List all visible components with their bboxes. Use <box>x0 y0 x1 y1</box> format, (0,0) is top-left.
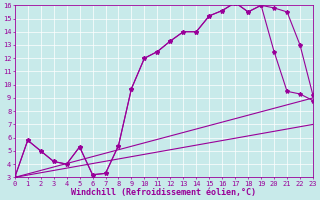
X-axis label: Windchill (Refroidissement éolien,°C): Windchill (Refroidissement éolien,°C) <box>71 188 256 197</box>
